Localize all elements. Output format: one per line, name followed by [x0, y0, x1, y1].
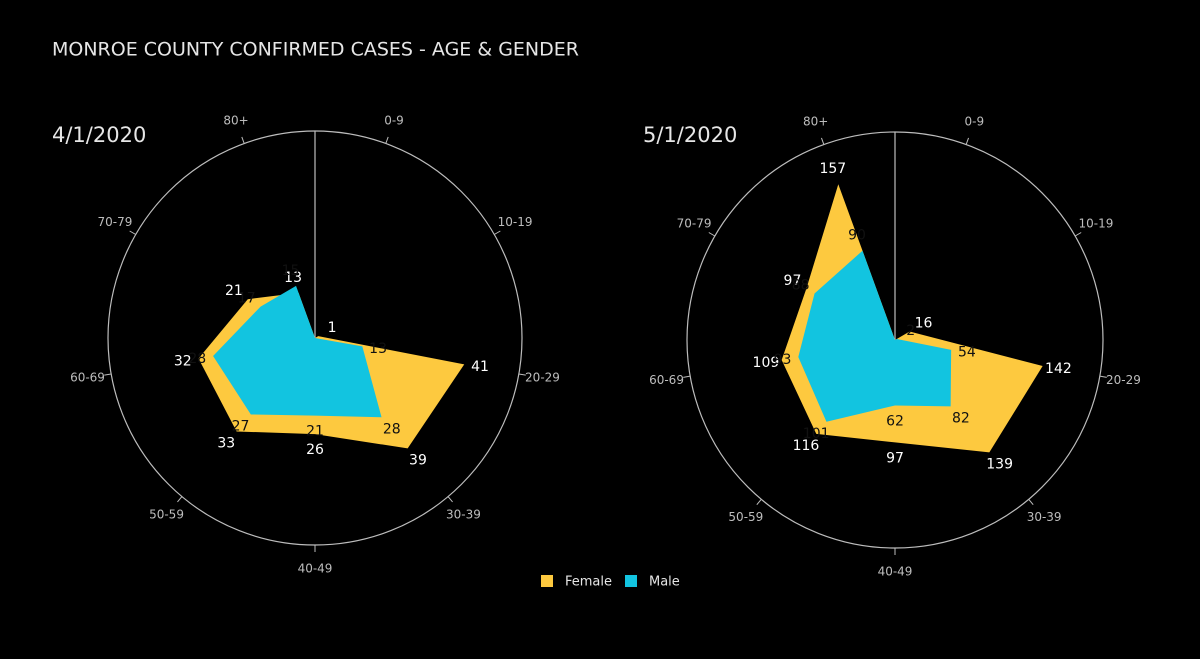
legend-label: Female: [565, 575, 612, 590]
data-label: 33: [217, 436, 235, 452]
data-label: 101: [803, 426, 830, 442]
category-label: 70-79: [677, 217, 712, 231]
data-label: 39: [409, 453, 427, 469]
data-label: 32: [174, 353, 192, 369]
data-label: 157: [819, 161, 846, 177]
data-label: 88: [792, 278, 810, 294]
category-tick: [756, 499, 762, 506]
data-label: 82: [952, 411, 970, 427]
category-label: 30-39: [446, 507, 481, 521]
chart-title: MONROE COUNTY CONFIRMED CASES - AGE & GE…: [52, 39, 579, 61]
category-label: 0-9: [384, 113, 404, 127]
data-label: 41: [471, 359, 489, 375]
data-label: 109: [753, 355, 780, 371]
category-tick: [177, 496, 183, 503]
category-label: 10-19: [498, 215, 533, 229]
data-label: 13: [369, 341, 387, 357]
category-label: 20-29: [525, 371, 560, 385]
category-label: 70-79: [98, 215, 133, 229]
data-label: 1: [328, 320, 337, 336]
category-tick: [494, 230, 501, 235]
category-tick: [385, 136, 389, 144]
data-label: 13: [284, 270, 302, 286]
data-label: 54: [958, 345, 976, 361]
category-label: 50-59: [728, 510, 763, 524]
category-label: 30-39: [1027, 510, 1062, 524]
category-tick: [1099, 375, 1107, 378]
category-label: 20-29: [1106, 373, 1141, 387]
category-label: 40-49: [878, 565, 913, 579]
legend-swatch: [625, 575, 637, 587]
category-tick: [1028, 499, 1034, 506]
data-label: 16: [915, 316, 933, 332]
data-label: 62: [886, 413, 904, 429]
category-tick: [683, 375, 691, 378]
data-label: 27: [232, 419, 250, 435]
data-label: 116: [793, 438, 820, 454]
data-label: 139: [986, 457, 1013, 473]
category-tick: [708, 232, 716, 237]
category-label: 10-19: [1078, 217, 1113, 231]
radar-area: [798, 250, 952, 422]
chart-subtitle: 5/1/2020: [643, 123, 737, 147]
category-label: 0-9: [965, 114, 985, 128]
data-label: 142: [1045, 361, 1072, 377]
data-label: 26: [306, 442, 324, 458]
category-label: 80+: [223, 113, 248, 127]
data-label: 2: [906, 323, 915, 339]
radar-area: [213, 285, 382, 418]
category-tick: [241, 136, 245, 144]
data-label: 97: [784, 273, 802, 289]
data-label: 28: [188, 351, 206, 367]
data-label: 21: [225, 283, 243, 299]
category-tick: [104, 373, 112, 376]
data-label: 28: [383, 422, 401, 438]
legend-label: Male: [649, 575, 680, 590]
category-tick: [820, 137, 825, 145]
data-label: 97: [886, 450, 904, 466]
category-label: 50-59: [149, 507, 184, 521]
category-label: 60-69: [70, 371, 105, 385]
category-tick: [129, 230, 136, 235]
data-label: 90: [848, 228, 866, 244]
category-tick: [518, 373, 526, 376]
category-tick: [965, 137, 970, 145]
chart-subtitle: 4/1/2020: [52, 123, 146, 147]
category-label: 40-49: [298, 562, 333, 576]
data-label: 93: [774, 352, 792, 368]
category-tick: [1074, 232, 1082, 237]
category-label: 60-69: [649, 373, 684, 387]
legend-swatch: [541, 575, 553, 587]
data-label: 21: [306, 424, 324, 440]
data-label: 17: [238, 291, 256, 307]
category-label: 80+: [803, 114, 828, 128]
category-tick: [447, 496, 453, 503]
data-label: 15: [282, 263, 300, 279]
